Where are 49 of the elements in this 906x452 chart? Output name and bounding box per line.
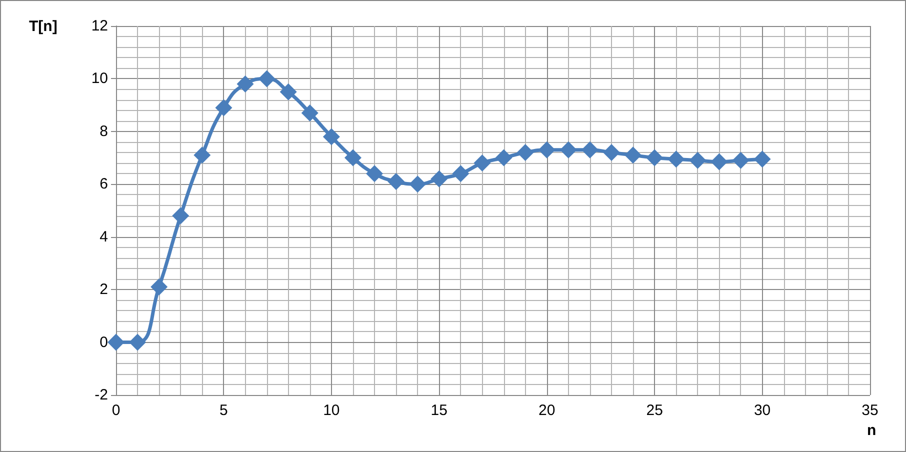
point bbox=[108, 334, 124, 351]
point bbox=[581, 141, 598, 158]
point bbox=[322, 128, 340, 146]
point bbox=[710, 153, 728, 170]
y-tick-label: 8 bbox=[100, 122, 108, 140]
point bbox=[646, 149, 664, 166]
y-tick-label: 10 bbox=[91, 70, 108, 88]
point bbox=[150, 278, 168, 296]
y-tick-label: 4 bbox=[100, 228, 108, 246]
y-tick-label: 12 bbox=[91, 18, 108, 34]
point bbox=[474, 154, 491, 172]
x-tick-label: 5 bbox=[220, 402, 228, 419]
x-tick-label: 10 bbox=[323, 402, 340, 419]
y-tick-label: -2 bbox=[94, 386, 108, 404]
point bbox=[624, 146, 642, 164]
x-tick-label: 30 bbox=[754, 402, 771, 419]
point bbox=[495, 149, 512, 166]
point bbox=[258, 70, 276, 88]
point bbox=[172, 207, 190, 224]
point bbox=[668, 150, 685, 168]
x-axis-title: n bbox=[867, 422, 876, 439]
point bbox=[409, 176, 426, 193]
point bbox=[236, 75, 254, 92]
point bbox=[366, 165, 384, 182]
x-tick-label: 20 bbox=[538, 402, 556, 419]
point bbox=[194, 146, 211, 164]
y-tick-label: 6 bbox=[100, 176, 108, 193]
x-tick-label: 35 bbox=[862, 402, 878, 419]
y-tick-label: 2 bbox=[100, 281, 108, 298]
point bbox=[732, 152, 750, 169]
y-axis-title: T[n] bbox=[29, 18, 58, 35]
x-tick-label: 0 bbox=[112, 402, 120, 419]
point bbox=[280, 83, 297, 100]
point bbox=[215, 99, 232, 116]
point bbox=[689, 152, 706, 169]
x-tick-label: 15 bbox=[430, 402, 448, 419]
point bbox=[754, 150, 771, 168]
point bbox=[388, 173, 405, 190]
point bbox=[129, 334, 146, 351]
x-tick-label: 25 bbox=[646, 402, 663, 419]
point bbox=[560, 141, 577, 158]
point bbox=[452, 165, 470, 182]
y-tick-label: 0 bbox=[100, 334, 108, 351]
point bbox=[602, 144, 620, 162]
point bbox=[344, 149, 362, 166]
point bbox=[538, 141, 556, 158]
point bbox=[430, 170, 448, 188]
point bbox=[301, 104, 318, 122]
point bbox=[516, 144, 534, 162]
